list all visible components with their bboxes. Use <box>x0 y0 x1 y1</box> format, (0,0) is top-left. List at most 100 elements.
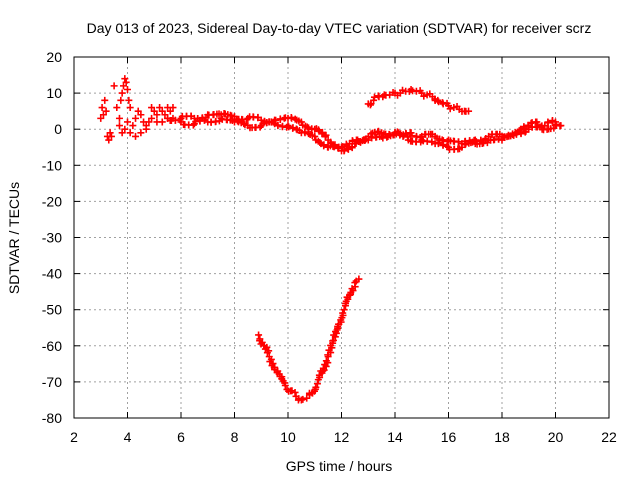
data-point <box>454 138 462 146</box>
data-point <box>166 107 174 115</box>
data-point <box>145 118 153 126</box>
data-point <box>110 82 118 90</box>
data-point <box>438 136 446 144</box>
data-point <box>520 123 528 131</box>
data-point <box>118 89 126 97</box>
y-tick-label: -30 <box>42 230 62 246</box>
x-tick-label: 10 <box>280 429 296 445</box>
data-point <box>351 279 359 287</box>
data-point <box>105 136 113 144</box>
data-point <box>124 85 131 93</box>
data-point <box>428 138 436 146</box>
data-point <box>106 129 114 137</box>
data-point <box>97 114 105 122</box>
data-point <box>121 75 129 83</box>
data-point <box>233 117 241 125</box>
y-tick-label: -20 <box>42 193 62 209</box>
data-point <box>439 141 447 149</box>
data-point <box>158 107 166 115</box>
data-point <box>418 136 426 144</box>
data-point <box>122 78 130 86</box>
data-point <box>101 96 109 104</box>
data-point <box>352 139 360 147</box>
data-point <box>299 395 307 403</box>
data-point <box>400 132 408 140</box>
data-point <box>303 123 311 131</box>
data-point <box>121 125 129 133</box>
data-point <box>370 96 378 104</box>
y-tick-label: -10 <box>42 157 62 173</box>
x-tick-label: 8 <box>231 429 239 445</box>
y-tick-label: 20 <box>46 49 62 65</box>
data-point <box>126 129 134 137</box>
data-point <box>134 107 142 115</box>
y-tick-label: 0 <box>54 121 62 137</box>
x-tick-label: 20 <box>548 429 564 445</box>
x-tick-label: 14 <box>387 429 403 445</box>
y-tick-label: 10 <box>46 85 62 101</box>
x-tick-label: 16 <box>441 429 457 445</box>
data-point <box>115 114 123 122</box>
x-tick-label: 18 <box>494 429 510 445</box>
data-point <box>115 122 123 130</box>
data-point <box>189 121 197 129</box>
data-point <box>125 96 133 104</box>
y-axis-label: SDTVAR / TECUs <box>6 182 22 294</box>
y-tick-label: -80 <box>42 410 62 426</box>
data-points <box>97 75 565 404</box>
x-tick-label: 12 <box>334 429 350 445</box>
data-point <box>465 107 473 115</box>
data-point <box>281 382 289 390</box>
data-point <box>312 383 320 391</box>
data-point <box>158 118 166 126</box>
data-point <box>339 309 347 317</box>
data-point <box>446 105 454 113</box>
data-point <box>153 111 161 119</box>
data-point <box>126 104 134 112</box>
data-point <box>148 104 156 112</box>
data-point <box>124 118 131 126</box>
data-point <box>450 104 458 112</box>
data-point <box>102 107 110 115</box>
data-point <box>142 122 150 130</box>
data-point <box>399 86 407 94</box>
data-point <box>137 129 145 137</box>
x-tick-label: 6 <box>177 429 185 445</box>
x-tick-label: 4 <box>124 429 132 445</box>
y-tick-label: -40 <box>42 266 62 282</box>
data-point <box>148 114 156 122</box>
data-point <box>356 137 364 145</box>
data-point <box>255 331 263 339</box>
data-point <box>407 85 415 93</box>
data-point <box>99 111 107 119</box>
data-point <box>297 118 305 126</box>
data-point <box>117 96 125 104</box>
data-point <box>119 82 127 90</box>
data-point <box>107 132 115 140</box>
data-point <box>217 114 225 122</box>
data-point <box>420 92 428 100</box>
data-point <box>129 122 137 130</box>
data-point <box>552 122 559 130</box>
data-point <box>322 357 330 365</box>
y-tick-label: -50 <box>42 302 62 318</box>
data-point <box>291 388 299 396</box>
data-point <box>118 129 126 137</box>
data-point <box>288 114 296 122</box>
data-point <box>132 132 140 140</box>
data-point <box>263 349 271 357</box>
data-point <box>434 140 442 148</box>
x-tick-label: 2 <box>70 429 78 445</box>
data-point <box>156 104 164 112</box>
data-point <box>161 111 169 119</box>
x-axis-label: GPS time / hours <box>286 458 393 474</box>
y-tick-label: -60 <box>42 338 62 354</box>
data-point <box>316 138 324 146</box>
y-tick-label: -70 <box>42 374 62 390</box>
axis-ticks: 2 4 6 8 10 12 14 16 18 20 22 -80 -70 -60 -50 -40 -30 -20 -… <box>42 49 617 445</box>
data-point <box>150 107 158 115</box>
data-point <box>240 120 248 128</box>
data-point <box>113 104 121 112</box>
data-point <box>301 129 309 137</box>
